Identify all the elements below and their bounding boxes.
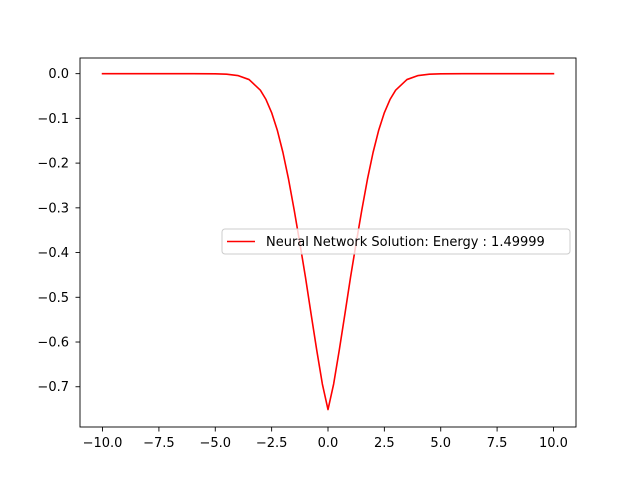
- legend-label: Neural Network Solution: Energy : 1.4999…: [266, 235, 545, 250]
- x-tick-label: −7.5: [143, 436, 175, 451]
- y-tick-label: −0.6: [37, 336, 69, 351]
- y-tick-label: −0.3: [37, 201, 69, 216]
- y-tick-label: −0.4: [37, 246, 69, 261]
- y-tick-label: −0.5: [37, 291, 69, 306]
- y-tick-label: 0.0: [48, 67, 69, 82]
- x-tick-label: 10.0: [539, 436, 568, 451]
- y-tick-label: −0.1: [37, 112, 69, 127]
- axes-layer: −10.0 −7.5 −5.0 −2.5 0.0 2.5 5.0 7.5 10.0 0.0 −0.1…: [37, 57, 577, 451]
- x-tick-label: 2.5: [374, 436, 395, 451]
- x-tick-label: 5.0: [430, 436, 451, 451]
- y-tick-label: −0.2: [37, 157, 69, 172]
- legend: Neural Network Solution: Energy : 1.4999…: [221, 228, 571, 255]
- plot-layer: [101, 72, 555, 411]
- x-tick-label: 0.0: [318, 436, 339, 451]
- legend-box: [221, 228, 571, 255]
- x-tick-label: −5.0: [199, 436, 231, 451]
- series-line-0: [101, 72, 555, 411]
- x-tick-label: −2.5: [256, 436, 288, 451]
- y-tick-label: −0.7: [37, 380, 69, 395]
- x-tick-label: 7.5: [487, 436, 508, 451]
- x-tick-label: −10.0: [83, 436, 123, 451]
